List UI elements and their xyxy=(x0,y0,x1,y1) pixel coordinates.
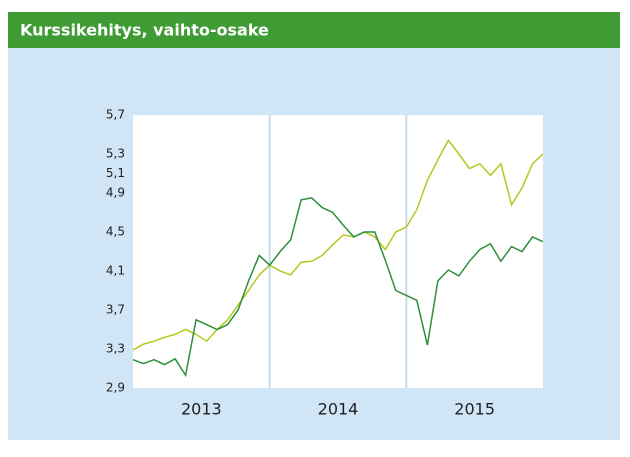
y-tick-label: 5,3 xyxy=(106,147,125,161)
y-tick-label: 2,9 xyxy=(106,381,125,395)
y-tick-label: 5,7 xyxy=(106,108,125,122)
y-tick-label: 4,9 xyxy=(106,186,125,200)
y-tick-label: 5,1 xyxy=(106,166,125,180)
x-tick-label: 2014 xyxy=(318,400,359,419)
series-line xyxy=(132,138,544,351)
chart-title: Kurssikehitys, vaihto-osake xyxy=(20,21,269,40)
header xyxy=(8,12,620,48)
y-tick-label: 4,5 xyxy=(106,225,125,239)
x-tick-label: 2013 xyxy=(181,400,222,419)
series-line xyxy=(132,197,544,378)
plot-area xyxy=(133,115,543,388)
y-tick-label: 3,7 xyxy=(106,303,125,317)
y-tick-label: 3,3 xyxy=(106,342,125,356)
y-tick-label: 4,1 xyxy=(106,264,125,278)
x-tick-label: 2015 xyxy=(454,400,495,419)
